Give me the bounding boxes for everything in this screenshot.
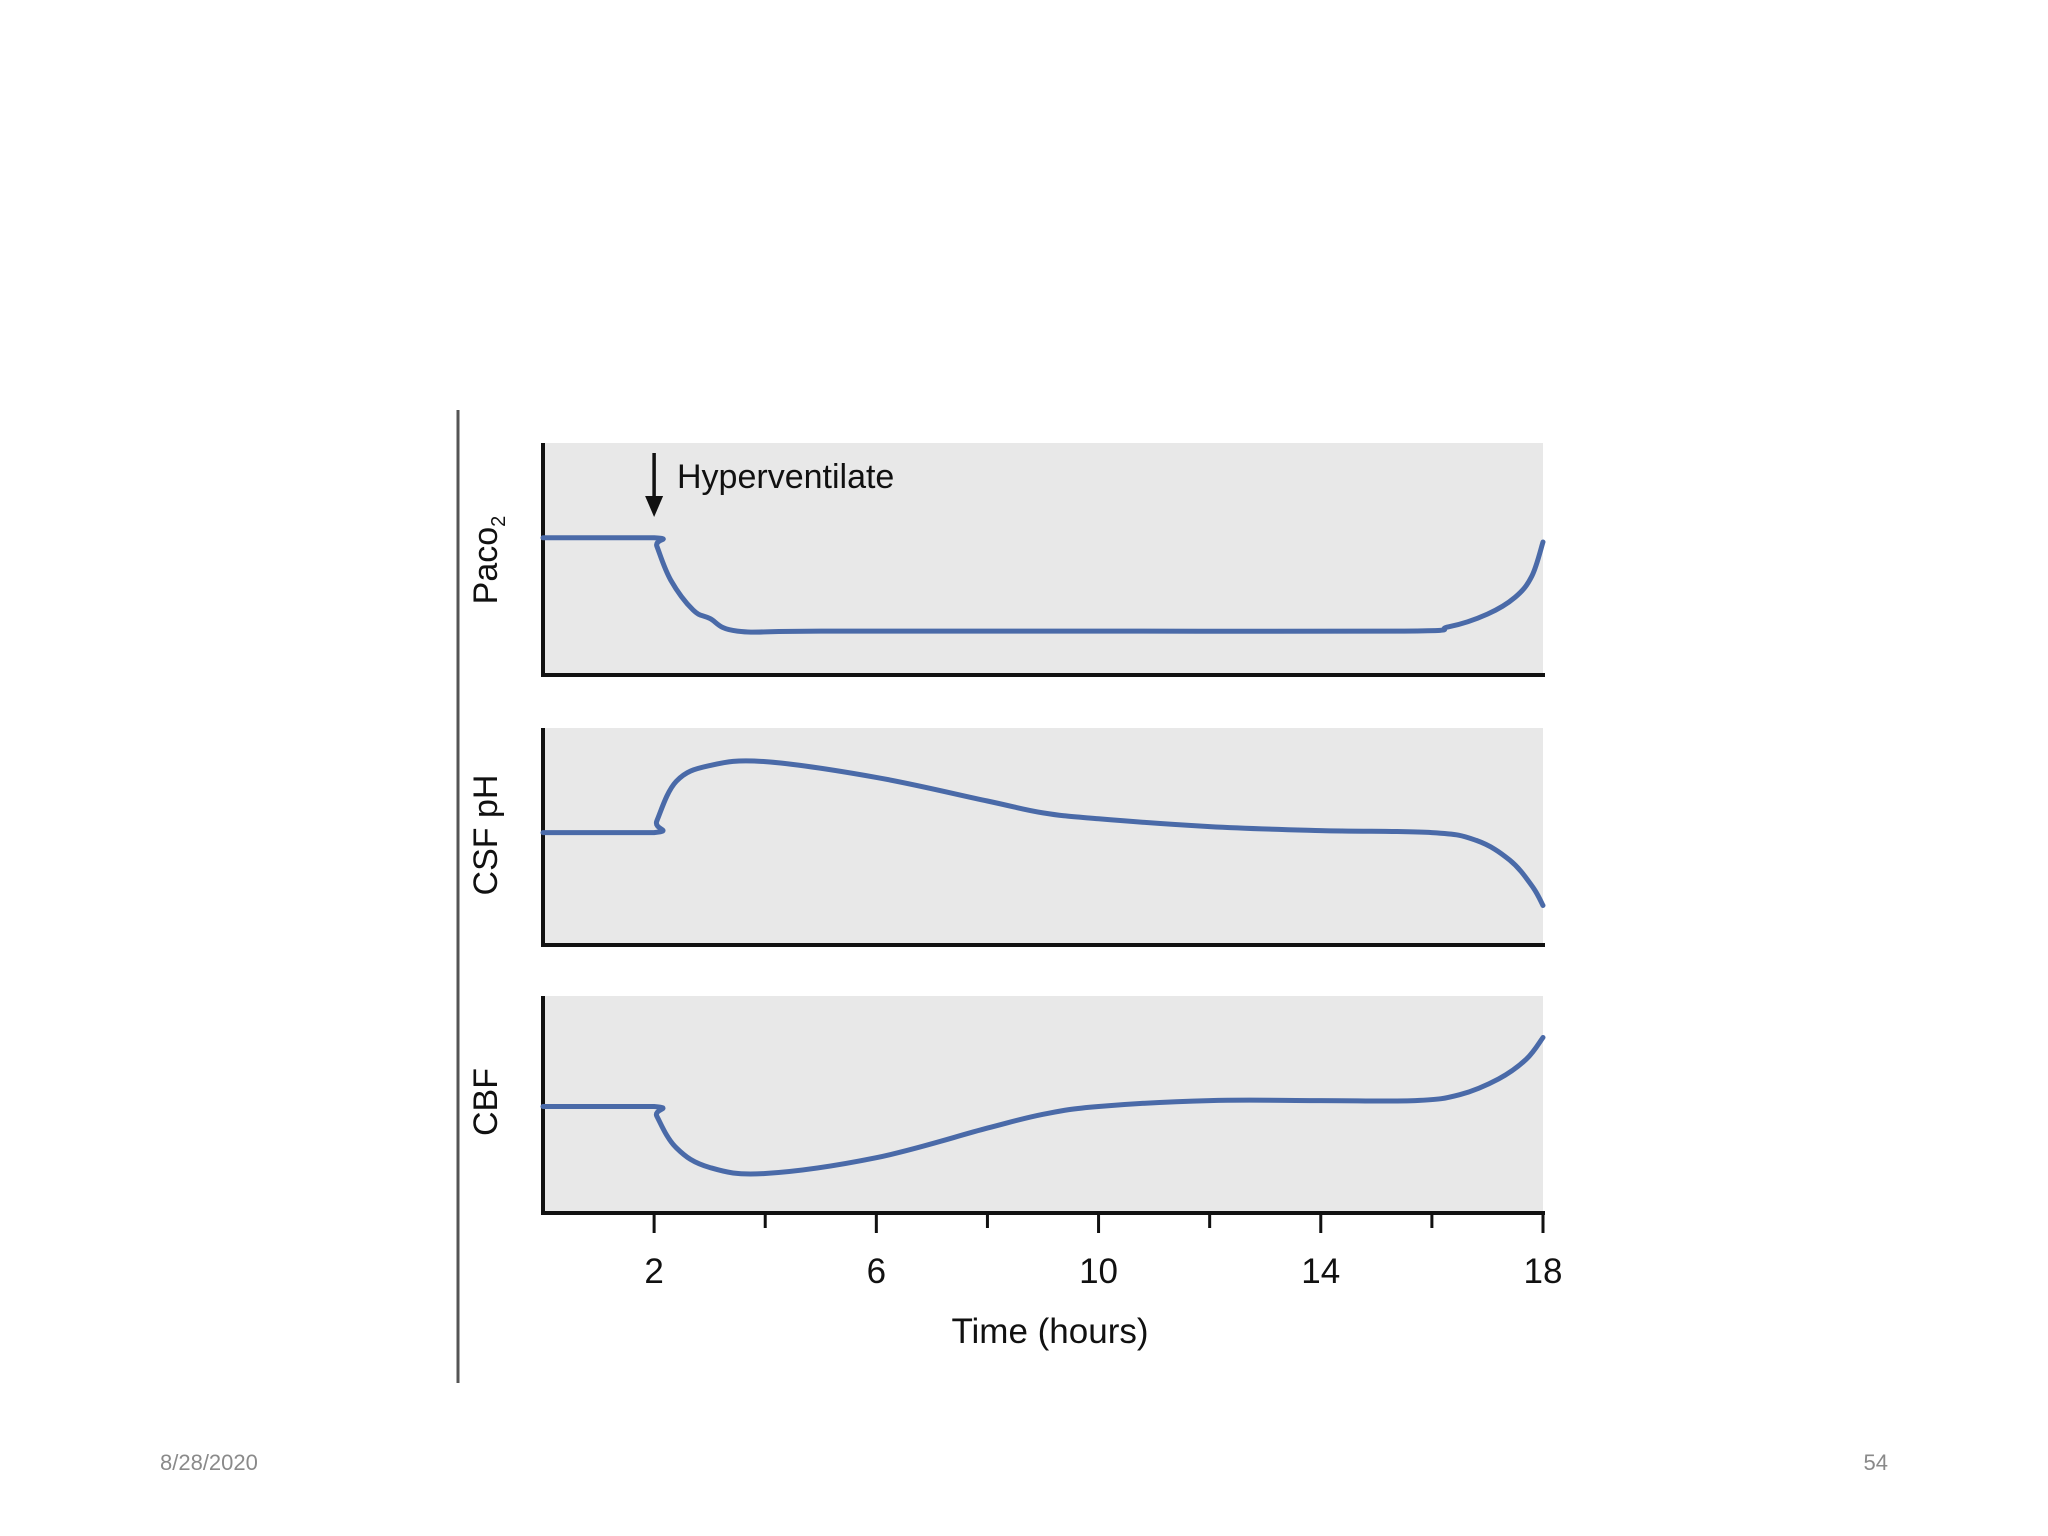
x-axis-tick-labels: 2 6 10 14 18 [644, 1252, 1562, 1291]
x-tick-label-6: 6 [867, 1252, 886, 1291]
x-tick-label-14: 14 [1301, 1252, 1340, 1291]
panel-csfph-axes [541, 728, 1545, 947]
panel-cbf-ylabel: CBF [467, 1068, 505, 1136]
panel-csfph-ylabel: CSF pH [467, 775, 505, 896]
panel-paco2-background [543, 443, 1543, 675]
slide-page-number: 54 [1863, 1450, 1888, 1475]
x-tick-label-2: 2 [644, 1252, 663, 1291]
x-axis-title: Time (hours) [951, 1312, 1148, 1351]
panel-paco2-ylabel: Paco2 [467, 516, 510, 605]
hyperventilate-label: Hyperventilate [677, 458, 894, 496]
hyperventilate-arrow-icon [645, 453, 664, 517]
panel-cbf-background [543, 996, 1543, 1213]
panel-paco2-axes [541, 443, 1545, 677]
x-tick-label-10: 10 [1079, 1252, 1118, 1291]
panel-csfph-series-line [540, 758, 1546, 908]
panel-csfph-background [543, 728, 1543, 945]
panel-cbf-series-line [540, 1035, 1546, 1177]
x-tick-label-18: 18 [1524, 1252, 1563, 1291]
x-axis-ticks [652, 1213, 1545, 1233]
slide-date: 8/28/2020 [160, 1450, 258, 1475]
panel-paco2-series-line [540, 535, 1546, 635]
